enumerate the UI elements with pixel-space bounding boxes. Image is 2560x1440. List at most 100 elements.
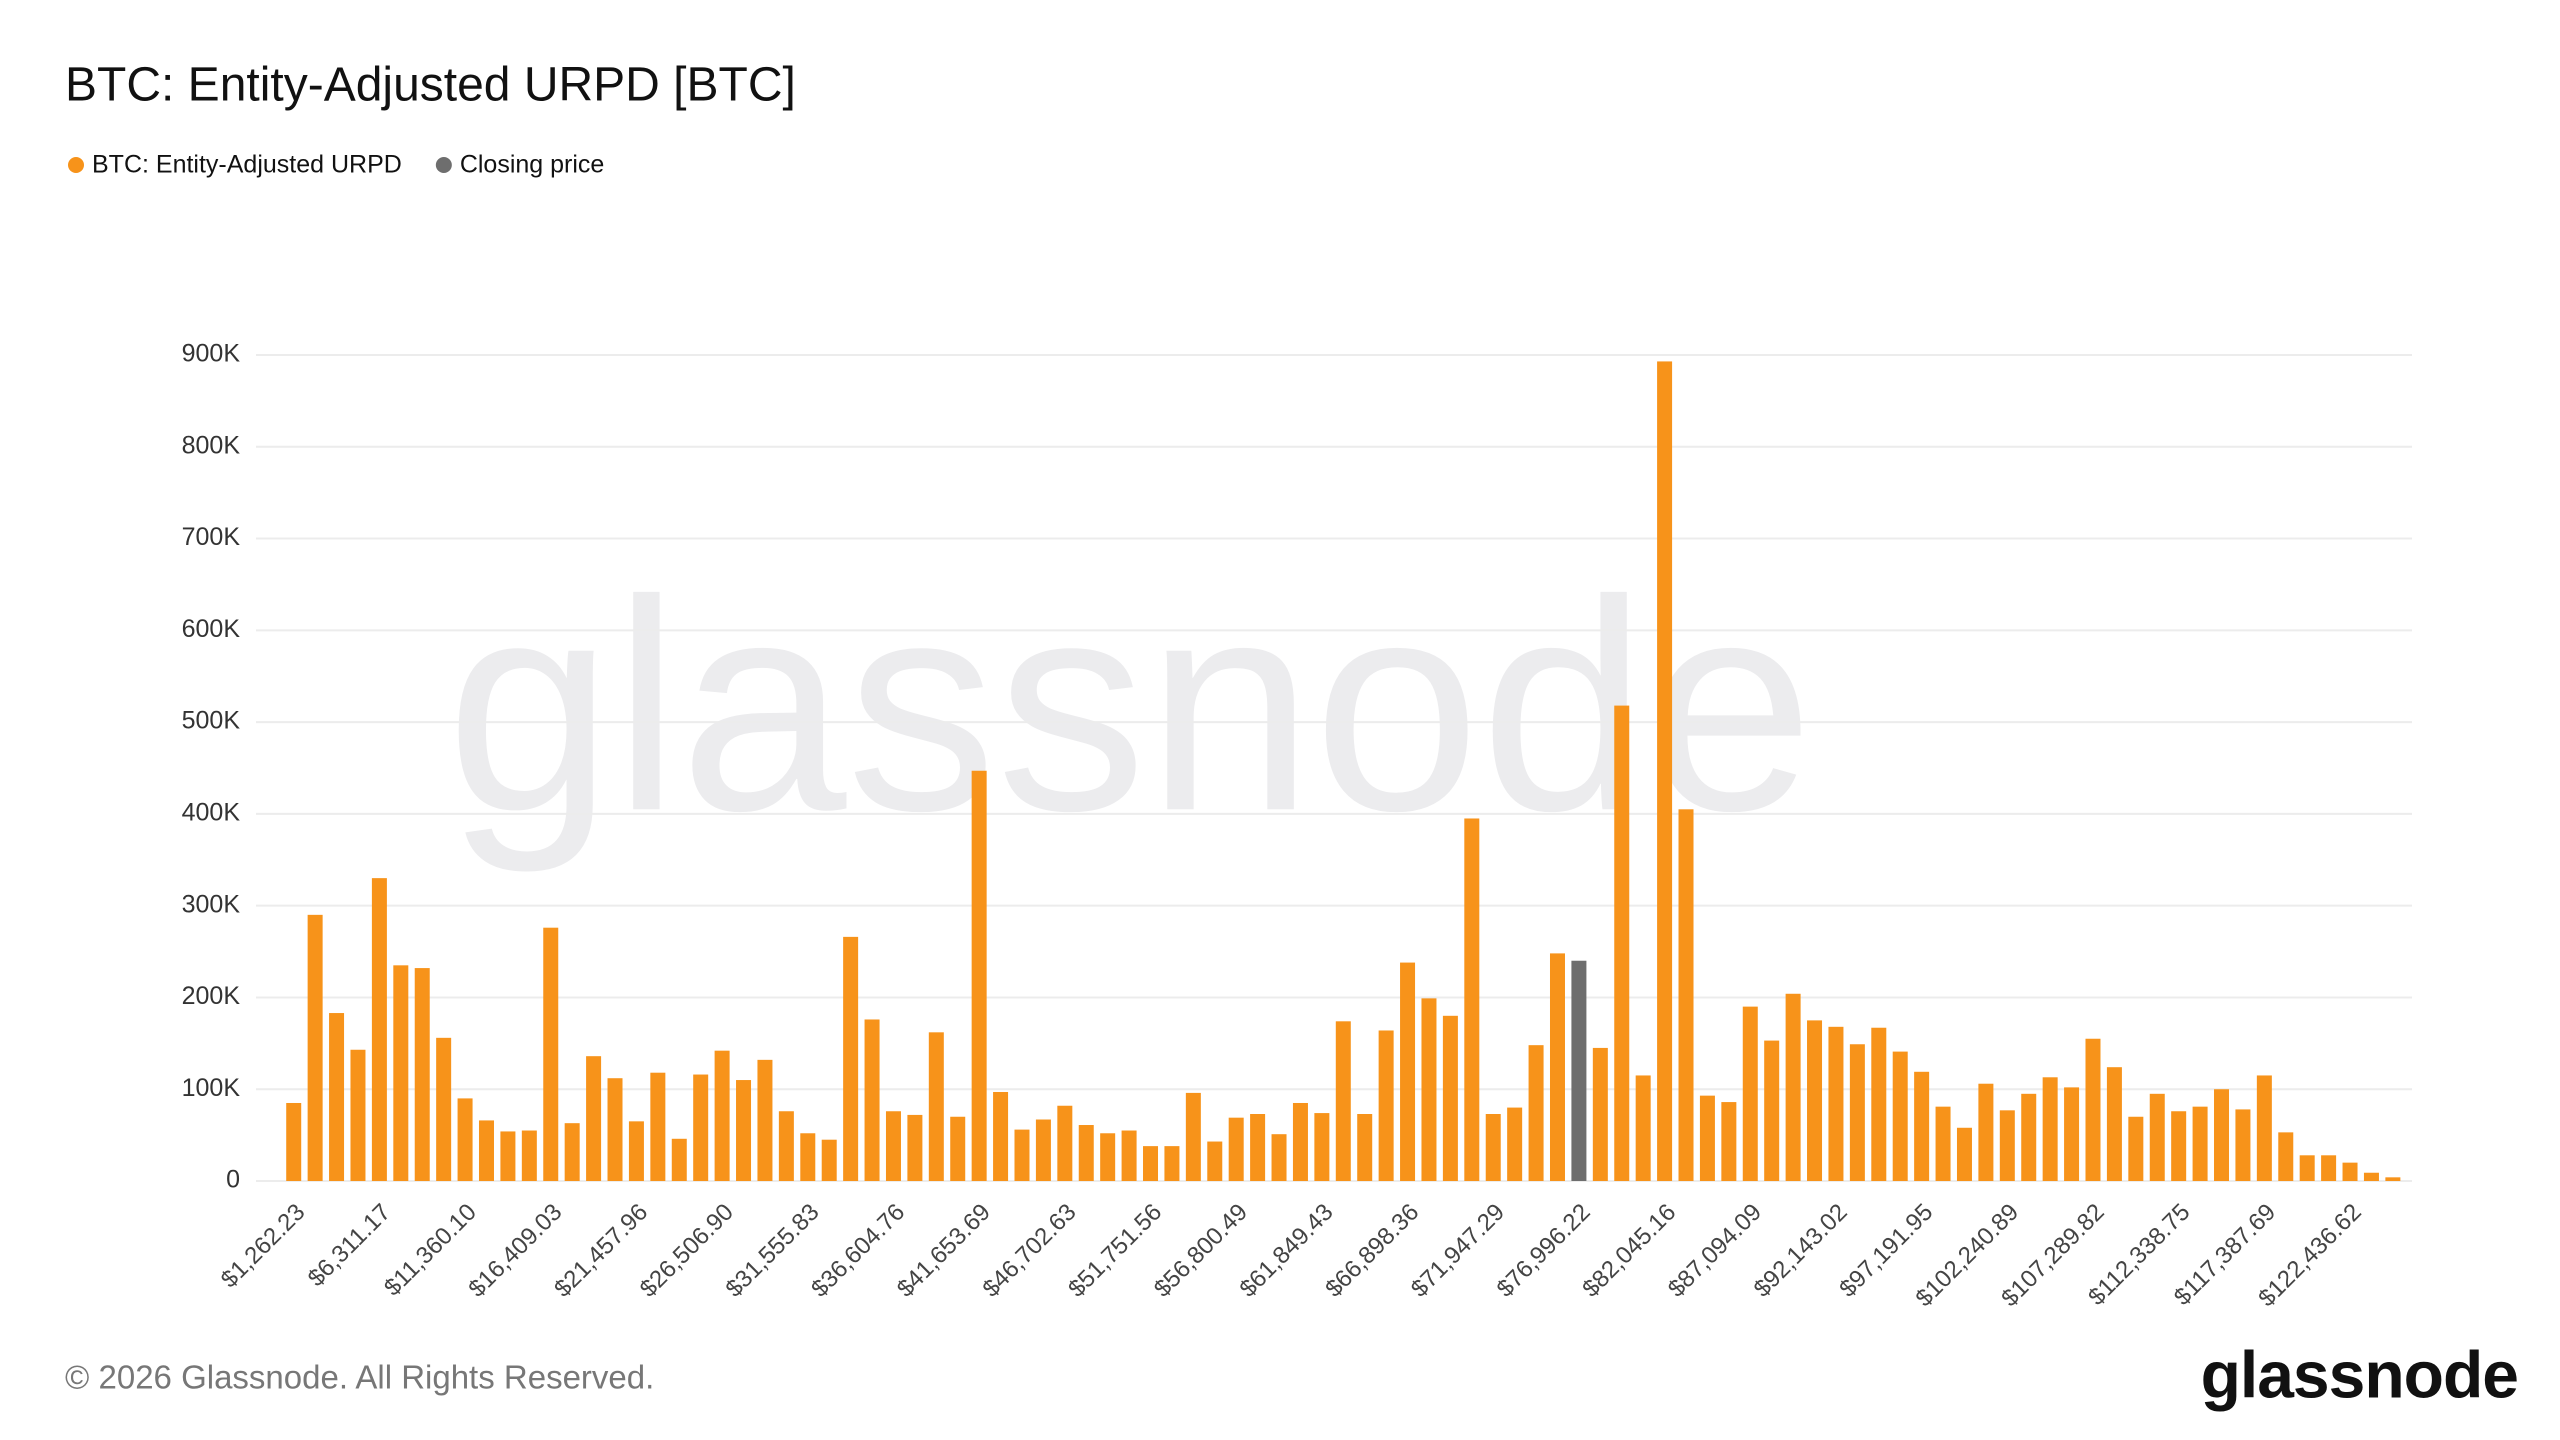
bar (607, 1078, 623, 1181)
bar (1678, 809, 1694, 1181)
bar (2064, 1087, 2080, 1181)
bar (1657, 361, 1673, 1181)
bar (1828, 1026, 1844, 1181)
bar (1571, 960, 1587, 1181)
bar (1121, 1130, 1137, 1181)
x-tick-label: $1,262.23 (216, 1199, 311, 1294)
bar (1892, 1051, 1908, 1181)
bar (543, 927, 559, 1181)
bar (1464, 818, 1480, 1181)
y-tick-label: 100K (182, 1074, 241, 1102)
bar (2192, 1106, 2208, 1181)
bar (628, 1121, 644, 1181)
bar (1164, 1146, 1180, 1181)
bar (414, 968, 430, 1181)
legend-label: BTC: Entity-Adjusted URPD (92, 151, 402, 179)
bar (1742, 1006, 1758, 1181)
bar (329, 1013, 345, 1181)
logo: glassnode (2201, 1337, 2518, 1411)
bar (971, 770, 987, 1181)
bar (1014, 1129, 1030, 1181)
bar (564, 1123, 580, 1181)
bar (1721, 1102, 1737, 1181)
bar (1871, 1027, 1887, 1181)
bar (1271, 1134, 1287, 1181)
bar (1978, 1083, 1994, 1181)
bar (2321, 1155, 2337, 1181)
bar (1614, 705, 1630, 1181)
bar (1635, 1075, 1651, 1181)
bar (286, 1102, 302, 1181)
bar (1785, 993, 1801, 1181)
copyright: © 2026 Glassnode. All Rights Reserved. (65, 1359, 654, 1396)
bar (736, 1080, 752, 1181)
bar (1078, 1125, 1094, 1181)
bar (436, 1037, 452, 1181)
bar (1764, 1040, 1780, 1181)
bar (1035, 1119, 1051, 1181)
bar (2085, 1038, 2101, 1181)
y-tick-label: 600K (182, 615, 241, 643)
bar (1807, 1020, 1823, 1181)
bar (1400, 962, 1416, 1181)
bar (371, 878, 387, 1181)
bar (2149, 1093, 2165, 1181)
bar (1849, 1044, 1865, 1181)
bar (1914, 1071, 1930, 1181)
bar (821, 1139, 837, 1181)
legend-label: Closing price (460, 151, 605, 179)
bar (1999, 1110, 2015, 1181)
bar (1143, 1146, 1159, 1181)
chart-title: BTC: Entity-Adjusted URPD [BTC] (65, 59, 796, 112)
bar (1185, 1092, 1201, 1181)
bar (1507, 1107, 1523, 1181)
y-tick-label: 300K (182, 890, 241, 918)
bar (671, 1138, 687, 1181)
bar (778, 1111, 794, 1181)
bar (2363, 1172, 2379, 1181)
bar (1207, 1141, 1223, 1181)
bar (2171, 1111, 2187, 1181)
bar (2128, 1116, 2144, 1181)
y-tick-label: 400K (182, 798, 241, 826)
bar (993, 1091, 1009, 1181)
bar (864, 1019, 880, 1181)
bar (907, 1114, 923, 1181)
bar (1528, 1045, 1544, 1181)
bar (693, 1074, 709, 1181)
bar (2042, 1077, 2058, 1181)
bar (1699, 1095, 1715, 1181)
bar (393, 965, 409, 1181)
bar (2299, 1155, 2315, 1181)
bar (1592, 1047, 1608, 1181)
bar (1956, 1127, 1972, 1181)
bar (1378, 1030, 1394, 1181)
bar (714, 1050, 730, 1181)
legend-marker (435, 157, 452, 173)
y-tick-label: 700K (182, 523, 241, 551)
bar (521, 1130, 537, 1181)
watermark: glassnode (446, 537, 1814, 875)
bar (586, 1056, 602, 1181)
bar (500, 1131, 516, 1181)
bar (950, 1116, 966, 1181)
y-tick-label: 0 (226, 1166, 240, 1194)
bar (843, 936, 859, 1181)
bar (1442, 1015, 1458, 1181)
bar (2214, 1089, 2230, 1181)
legend-marker (68, 157, 84, 173)
y-tick-label: 200K (182, 982, 241, 1010)
bar (885, 1111, 901, 1181)
bar (2278, 1132, 2294, 1181)
bar (1292, 1102, 1308, 1181)
bar (1549, 953, 1565, 1181)
bar (1357, 1114, 1373, 1181)
y-tick-label: 900K (182, 340, 241, 368)
bar (2235, 1109, 2251, 1181)
bar (2256, 1075, 2272, 1181)
bar (2342, 1162, 2358, 1181)
bar (1314, 1113, 1330, 1181)
bar (757, 1059, 773, 1181)
bar (928, 1032, 944, 1181)
